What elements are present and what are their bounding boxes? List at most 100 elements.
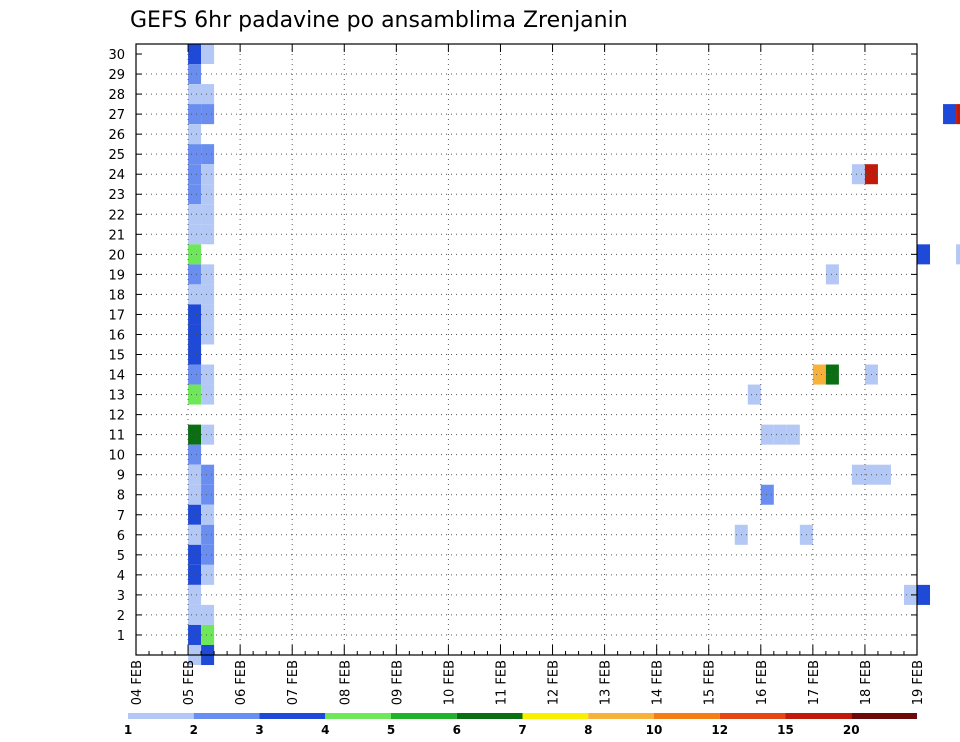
y-tick-label: 4 <box>117 569 125 584</box>
heatmap-cell <box>188 504 202 525</box>
colorbar-label: 20 <box>843 723 860 737</box>
heatmap-cell <box>201 324 215 345</box>
y-tick-label: 21 <box>108 228 125 243</box>
heatmap-cell <box>201 204 215 225</box>
heatmap-cell <box>188 184 202 205</box>
heatmap-cell <box>188 464 202 485</box>
heatmap-cell <box>188 364 202 385</box>
colorbar-label: 1 <box>124 723 132 737</box>
colorbar-label: 12 <box>711 723 728 737</box>
y-tick-label: 13 <box>108 389 125 404</box>
y-tick-label: 6 <box>117 529 125 544</box>
heatmap-cell <box>917 584 931 605</box>
heatmap-cell <box>188 344 202 365</box>
heatmap-cell <box>188 544 202 565</box>
gridlines <box>136 44 917 655</box>
y-tick-label: 3 <box>117 589 125 604</box>
heatmap-cell <box>188 264 202 285</box>
colorbar-label: 3 <box>255 723 263 737</box>
heatmap-cell <box>825 264 839 285</box>
colorbar-swatch <box>785 713 852 719</box>
heatmap-cell <box>188 84 202 105</box>
y-tick-label: 18 <box>108 288 125 303</box>
colorbar-swatch <box>522 713 589 719</box>
heatmap-cell <box>188 564 202 585</box>
heatmap-cell <box>188 44 202 65</box>
x-tick-label: 08 FEB <box>338 660 353 705</box>
y-tick-label: 29 <box>108 68 125 83</box>
colorbar-label: 6 <box>453 723 461 737</box>
y-tick-label: 23 <box>108 188 125 203</box>
heatmap-cell <box>773 424 787 445</box>
x-tick-label: 06 FEB <box>234 660 249 705</box>
heatmap-cell <box>188 624 202 645</box>
heatmap-cell <box>201 304 215 325</box>
heatmap-cell <box>188 104 202 125</box>
heatmap-cell <box>188 144 202 165</box>
heatmap-cell <box>956 244 960 265</box>
heatmap-cell <box>188 384 202 405</box>
colorbar-swatch <box>259 713 326 719</box>
heatmap-cell <box>201 484 215 505</box>
colorbar: 1 2 3 4 5 6 7 8 10 12 15 20 <box>124 713 917 737</box>
y-tick-label: 24 <box>108 168 125 183</box>
x-tick-label: 14 FEB <box>651 660 666 705</box>
y-tick-label: 9 <box>117 469 125 484</box>
colorbar-swatch <box>851 713 917 719</box>
heatmap-cell <box>201 284 215 305</box>
heatmap-cell <box>201 564 215 585</box>
heatmap-cell <box>201 84 215 105</box>
y-tick-label: 20 <box>108 248 125 263</box>
heatmap-cell <box>786 424 800 445</box>
heatmap-cell <box>188 284 202 305</box>
x-tick-label: 11 FEB <box>494 660 509 705</box>
heatmap-cell <box>825 364 839 385</box>
heatmap-cells <box>188 44 960 666</box>
heatmap-cell <box>201 164 215 185</box>
y-tick-label: 12 <box>108 409 125 424</box>
heatmap-cell <box>956 104 960 125</box>
heatmap-cell <box>201 524 215 545</box>
y-axis: 1234567891011121314151617181920212223242… <box>108 48 917 644</box>
colorbar-swatch <box>325 713 391 719</box>
colorbar-swatch <box>456 713 523 719</box>
colorbar-label: 2 <box>190 723 198 737</box>
colorbar-swatch <box>588 713 654 719</box>
y-tick-label: 19 <box>108 268 125 283</box>
heatmap-cell <box>201 224 215 245</box>
y-tick-label: 2 <box>117 609 125 624</box>
colorbar-label: 5 <box>387 723 395 737</box>
heatmap-cell <box>877 464 891 485</box>
y-tick-label: 30 <box>108 48 125 63</box>
heatmap-cell <box>201 464 215 485</box>
heatmap-cell <box>188 524 202 545</box>
heatmap-cell <box>812 364 826 385</box>
heatmap-cell <box>188 604 202 625</box>
y-tick-label: 25 <box>108 148 125 163</box>
x-tick-label: 09 FEB <box>390 660 405 705</box>
y-tick-label: 22 <box>108 208 125 223</box>
heatmap-cell <box>201 544 215 565</box>
colorbar-label: 7 <box>518 723 526 737</box>
y-tick-label: 26 <box>108 128 125 143</box>
y-tick-label: 15 <box>108 349 125 364</box>
heatmap-cell <box>201 604 215 625</box>
heatmap-cell <box>747 384 761 405</box>
heatmap-cell <box>201 184 215 205</box>
heatmap-cell <box>201 144 215 165</box>
heatmap-cell <box>201 624 215 645</box>
heatmap-cell <box>201 44 215 65</box>
colorbar-swatch <box>391 713 457 719</box>
heatmap-cell <box>188 64 202 85</box>
x-axis: 04 FEB 05 FEB 06 FEB 07 FEB 08 FEB 09 FEB 10 F… <box>130 44 926 705</box>
x-tick-label: 16 FEB <box>755 660 770 705</box>
heatmap-cell <box>188 324 202 345</box>
x-tick-label: 19 FEB <box>911 660 926 705</box>
colorbar-label: 10 <box>646 723 663 737</box>
heatmap-cell <box>188 224 202 245</box>
heatmap-cell <box>188 584 202 605</box>
heatmap-cell <box>188 164 202 185</box>
heatmap-cell <box>188 304 202 325</box>
heatmap-cell <box>188 484 202 505</box>
y-tick-label: 17 <box>108 308 125 323</box>
